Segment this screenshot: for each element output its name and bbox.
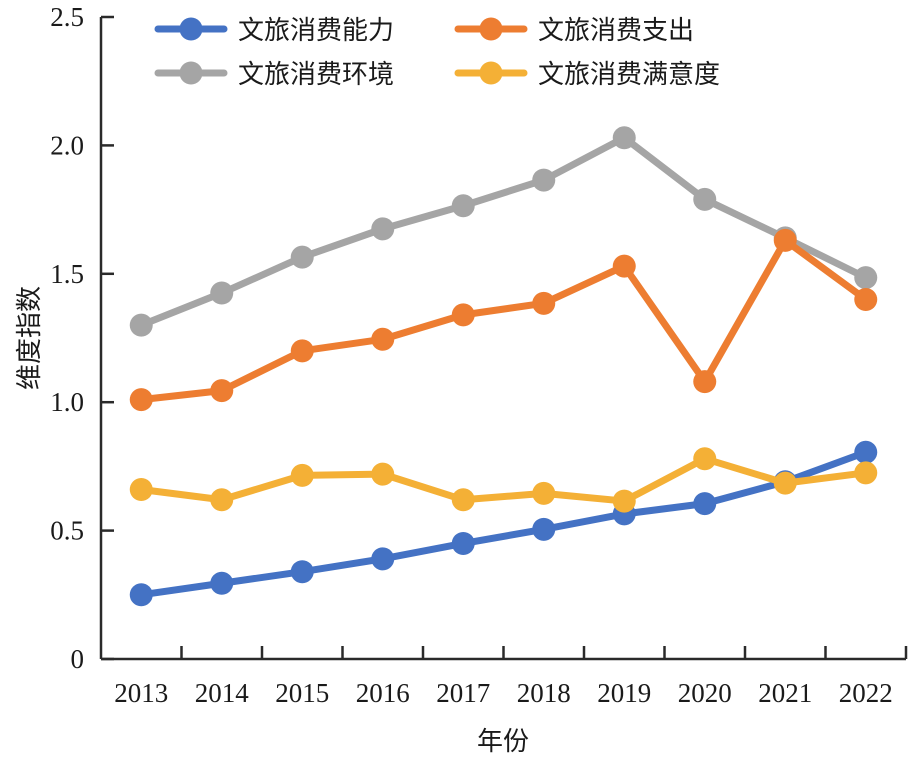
series-line — [137, 448, 870, 599]
x-tick-label: 2021 — [758, 678, 812, 708]
data-point — [129, 478, 153, 502]
x-tick-label: 2014 — [195, 678, 250, 708]
legend-item: 文旅消费满意度 — [454, 60, 720, 90]
x-axis-title: 年份 — [477, 727, 529, 757]
data-point — [854, 461, 878, 485]
series-2 — [129, 228, 878, 412]
data-point — [129, 388, 153, 412]
x-tick-label: 2016 — [356, 678, 410, 708]
y-axis-title: 维度指数 — [15, 286, 45, 390]
x-tick-label: 2018 — [517, 678, 571, 708]
y-tick-label: 1.0 — [50, 387, 84, 417]
data-point — [532, 168, 556, 192]
x-tick-label: 2022 — [839, 678, 893, 708]
x-tick-label: 2020 — [678, 678, 732, 708]
series-1 — [129, 440, 878, 607]
series-line — [137, 134, 870, 329]
data-point — [693, 187, 717, 211]
data-point — [371, 327, 395, 351]
data-point — [451, 488, 475, 512]
data-point — [290, 560, 314, 584]
x-tick-label: 2013 — [114, 678, 168, 708]
data-point — [693, 447, 717, 471]
y-tick-label: 1.5 — [50, 259, 84, 289]
legend-label: 文旅消费支出 — [538, 16, 694, 46]
series-line — [137, 455, 870, 505]
series-layer — [129, 126, 878, 607]
series-line — [137, 236, 870, 404]
data-point — [371, 547, 395, 571]
legend-label: 文旅消费环境 — [238, 60, 394, 90]
axes: 0 0.5 1.0 1.5 2.0 2.5 2013 2014 2015 2016 2017 2018… — [50, 2, 908, 708]
data-point — [773, 471, 797, 495]
data-point — [612, 254, 636, 278]
data-point — [532, 517, 556, 541]
data-point — [693, 370, 717, 394]
data-point — [451, 194, 475, 218]
legend-marker — [479, 17, 503, 41]
y-tick-label: 2.0 — [50, 130, 84, 160]
data-point — [854, 440, 878, 464]
series-4 — [129, 447, 878, 513]
data-point — [290, 245, 314, 269]
data-point — [210, 571, 234, 595]
data-point — [129, 313, 153, 337]
legend-item: 文旅消费环境 — [154, 60, 394, 90]
data-point — [612, 126, 636, 150]
data-point — [290, 339, 314, 363]
data-point — [773, 228, 797, 252]
legend-item: 文旅消费能力 — [154, 16, 394, 46]
data-point — [532, 481, 556, 505]
y-tick-label: 2.5 — [50, 2, 84, 32]
legend-marker — [179, 17, 203, 41]
series-3 — [129, 126, 878, 337]
data-point — [854, 287, 878, 311]
data-point — [210, 281, 234, 305]
data-point — [854, 266, 878, 290]
data-point — [612, 489, 636, 513]
x-tick-label: 2019 — [597, 678, 651, 708]
data-point — [290, 463, 314, 487]
y-tick-label: 0.5 — [50, 516, 84, 546]
legend-marker — [179, 61, 203, 85]
data-point — [532, 291, 556, 315]
legend-item: 文旅消费支出 — [454, 16, 694, 46]
data-point — [371, 217, 395, 241]
x-tick-label: 2017 — [436, 678, 490, 708]
legend-label: 文旅消费能力 — [238, 16, 394, 46]
data-point — [451, 303, 475, 327]
data-point — [371, 462, 395, 486]
legend-label: 文旅消费满意度 — [538, 60, 720, 90]
data-point — [129, 583, 153, 607]
y-tick-label: 0 — [71, 644, 85, 674]
x-tick-label: 2015 — [275, 678, 329, 708]
data-point — [210, 379, 234, 403]
data-point — [210, 488, 234, 512]
data-point — [451, 531, 475, 555]
data-point — [693, 492, 717, 516]
legend-marker — [479, 61, 503, 85]
